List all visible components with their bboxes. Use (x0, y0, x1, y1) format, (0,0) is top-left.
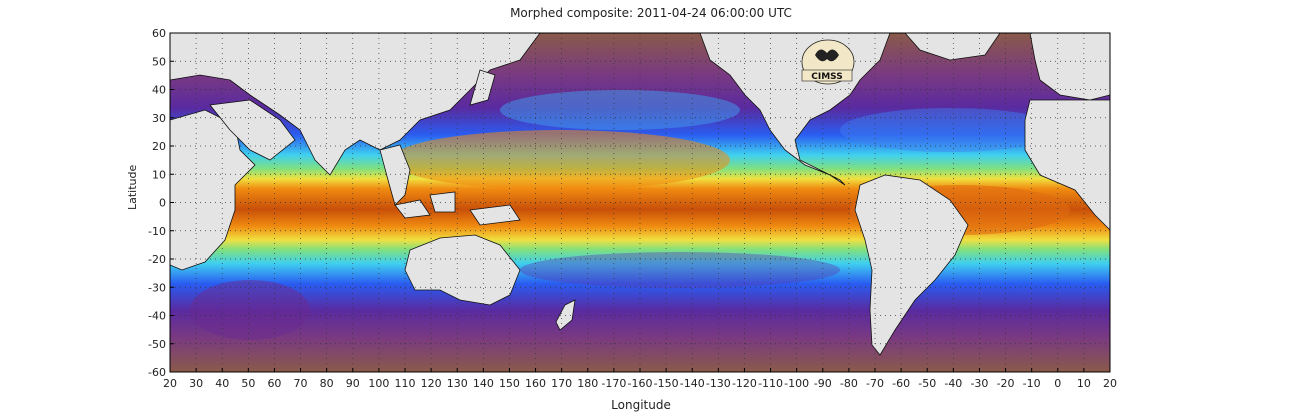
x-tick-label: 130 (447, 377, 468, 390)
south-america-land (854, 174, 969, 356)
graticule (170, 33, 1110, 372)
map-title: Morphed composite: 2011-04-24 06:00:00 U… (510, 6, 792, 20)
australia-land (404, 234, 521, 306)
arabia-land (209, 99, 296, 161)
x-tick-label: 10 (1077, 377, 1091, 390)
y-axis-ticks: 60 50 40 30 20 10 0 -10 -20 -30 -40 -50 -60 (148, 27, 174, 379)
x-tick-label: -70 (866, 377, 884, 390)
x-tick-label: 80 (320, 377, 334, 390)
y-tick-label: 0 (159, 197, 166, 210)
x-tick-label: -10 (1023, 377, 1041, 390)
y-tick-label: 40 (152, 84, 166, 97)
x-tick-label: 90 (346, 377, 360, 390)
x-tick-label: -160 (628, 377, 653, 390)
japan-land (469, 69, 496, 106)
y-tick-label: -50 (148, 338, 166, 351)
x-tick-label: -30 (970, 377, 988, 390)
x-tick-label: 40 (215, 377, 229, 390)
x-tick-label: -50 (918, 377, 936, 390)
x-tick-label: 180 (577, 377, 598, 390)
x-tick-label: 20 (1103, 377, 1117, 390)
y-tick-label: -20 (148, 253, 166, 266)
x-tick-label: -110 (758, 377, 783, 390)
x-tick-label: -60 (892, 377, 910, 390)
x-tick-label: -100 (784, 377, 809, 390)
x-tick-label: 150 (499, 377, 520, 390)
y-tick-label: -10 (148, 225, 166, 238)
x-tick-label: -90 (814, 377, 832, 390)
y-tick-label: 30 (152, 112, 166, 125)
y-tick-label: 10 (152, 168, 166, 181)
x-tick-label: 110 (395, 377, 416, 390)
y-tick-label: 50 (152, 55, 166, 68)
cimss-logo: CIMSS (801, 39, 855, 85)
x-tick-label: -140 (680, 377, 705, 390)
x-tick-label: -80 (840, 377, 858, 390)
x-tick-label: 70 (294, 377, 308, 390)
x-tick-label: 50 (241, 377, 255, 390)
new-zealand-land (555, 299, 576, 331)
x-tick-label: -150 (654, 377, 679, 390)
x-tick-label: 170 (551, 377, 572, 390)
x-tick-label: 0 (1054, 377, 1061, 390)
x-tick-label: -130 (706, 377, 731, 390)
x-tick-label: 160 (525, 377, 546, 390)
x-tick-label: 120 (421, 377, 442, 390)
x-tick-label: -40 (944, 377, 962, 390)
logo-text: CIMSS (811, 72, 842, 82)
x-tick-label: 140 (473, 377, 494, 390)
y-tick-label: 60 (152, 27, 166, 40)
y-tick-label: 20 (152, 140, 166, 153)
x-tick-label: 100 (368, 377, 389, 390)
globe-emblem-icon (815, 49, 839, 62)
x-tick-label: 30 (189, 377, 203, 390)
sumatra-land (394, 199, 431, 219)
x-tick-label: 60 (267, 377, 281, 390)
x-tick-label: -120 (732, 377, 757, 390)
new-guinea-land (469, 204, 521, 226)
indochina-land (379, 144, 411, 206)
x-tick-label: -20 (997, 377, 1015, 390)
y-tick-label: -40 (148, 310, 166, 323)
x-axis-label: Longitude (611, 398, 671, 412)
borneo-land (429, 191, 456, 213)
x-axis-ticks: 20 30 40 50 60 70 80 90 100 110 120 130 140 150 160 170… (163, 368, 1117, 390)
y-tick-label: -30 (148, 281, 166, 294)
y-tick-label: -60 (148, 366, 166, 379)
x-tick-label: -170 (601, 377, 626, 390)
x-tick-label: 20 (163, 377, 177, 390)
